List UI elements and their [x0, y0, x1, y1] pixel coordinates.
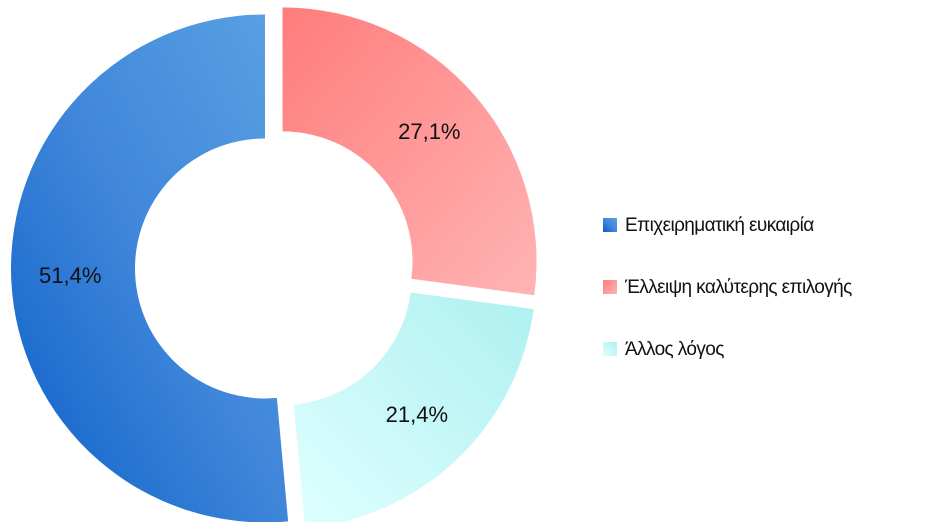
data-label: 51,4%	[39, 263, 101, 288]
data-label: 27,1%	[398, 119, 460, 144]
legend-swatch	[603, 342, 617, 356]
legend-label: Άλλος λόγος	[625, 339, 724, 360]
legend-label: Έλλειψη καλύτερης επιλογής	[624, 277, 852, 298]
donut-segment	[11, 14, 289, 523]
legend-label: Επιχειρηματική ευκαιρία	[625, 215, 814, 236]
donut-segment	[293, 292, 534, 527]
legend-swatch	[603, 218, 617, 232]
legend-swatch	[603, 280, 617, 294]
data-label: 21,4%	[386, 402, 448, 427]
donut-segment	[282, 7, 537, 296]
